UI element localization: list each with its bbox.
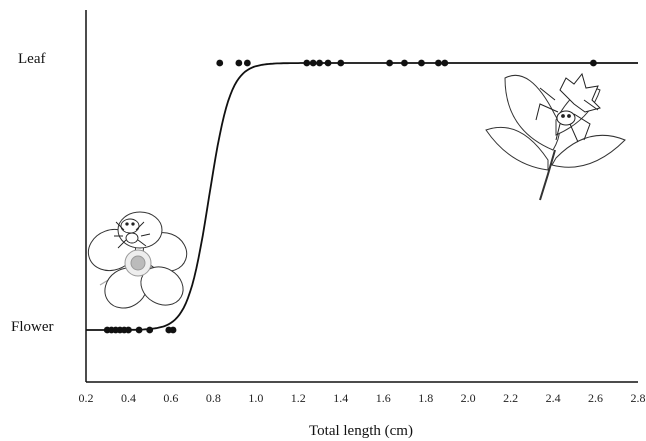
data-point: [590, 59, 597, 67]
x-tick-label: 1.8: [418, 391, 433, 405]
data-point: [146, 326, 154, 334]
leaf-spider-icon: [535, 72, 601, 143]
data-point: [125, 326, 132, 334]
data-point: [401, 59, 408, 67]
data-point: [309, 59, 317, 67]
data-point: [324, 59, 332, 67]
flower-spider-icon: [114, 218, 151, 249]
x-axis-title: Total length (cm): [309, 423, 413, 439]
data-point: [135, 326, 143, 334]
data-point: [216, 59, 224, 67]
y-category-leaf: Leaf: [18, 51, 45, 67]
data-points: [103, 59, 597, 334]
data-point: [418, 59, 425, 67]
data-point: [235, 59, 243, 67]
x-tick-labels: 0.2 0.4 0.6 0.8 1.0 1.2 1.4 1.6 1.8 2.0 2.2 2.4 2.6 2…: [79, 391, 646, 405]
x-tick-label: 0.2: [79, 391, 94, 405]
x-tick-label: 0.8: [206, 391, 221, 405]
x-tick-label: 2.8: [631, 391, 646, 405]
x-tick-label: 2.0: [461, 391, 476, 405]
data-point: [337, 59, 345, 67]
data-point: [243, 59, 251, 67]
x-tick-label: 1.4: [333, 391, 348, 405]
data-point: [386, 59, 393, 67]
x-tick-label: 2.4: [546, 391, 561, 405]
flower-with-spider-illustration: [87, 211, 188, 309]
y-category-flower: Flower: [11, 319, 54, 335]
data-point: [441, 59, 449, 67]
leaf-with-spider-illustration: [485, 72, 626, 201]
x-tick-label: 1.0: [248, 391, 263, 405]
x-tick-label: 2.6: [588, 391, 603, 405]
data-point: [169, 326, 177, 334]
x-tick-label: 0.6: [163, 391, 178, 405]
logistic-fit-curve: [86, 62, 638, 331]
x-tick-label: 2.2: [503, 391, 518, 405]
data-point: [303, 59, 311, 67]
data-point: [435, 59, 442, 67]
data-point: [316, 59, 323, 67]
x-tick-label: 1.6: [376, 391, 391, 405]
x-tick-label: 1.2: [291, 391, 306, 405]
x-tick-label: 0.4: [121, 391, 136, 405]
